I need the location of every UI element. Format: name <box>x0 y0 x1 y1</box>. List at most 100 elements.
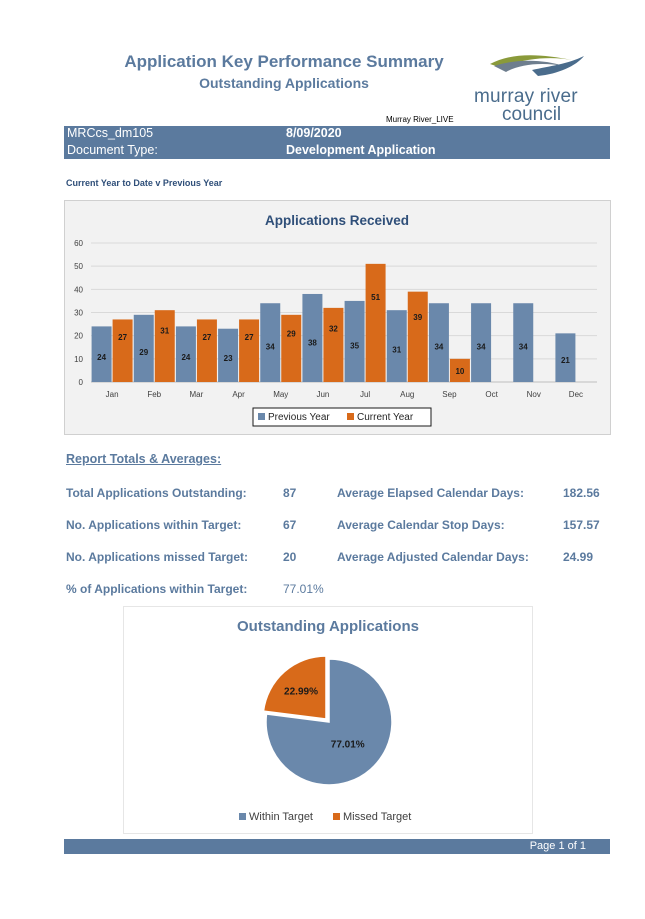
pie-slices <box>262 655 393 786</box>
stat-value: 77.01% <box>283 582 324 596</box>
bar-data-label: 34 <box>477 343 486 352</box>
bar-previous-year-sep <box>428 303 449 382</box>
x-tick-label: Apr <box>232 390 245 399</box>
pie-legend: Within Target Missed Target <box>239 811 411 823</box>
bar-data-label: 10 <box>455 367 464 376</box>
bar-current-year-mar <box>196 319 217 382</box>
bar-data-label: 27 <box>245 333 254 342</box>
y-tick-label: 10 <box>74 355 83 364</box>
chart-legend: Previous Year Current Year <box>252 407 432 427</box>
bar-current-year-feb <box>154 310 175 382</box>
legend-swatch <box>333 813 340 820</box>
stat-value: 157.57 <box>563 518 600 532</box>
bar-previous-year-may <box>260 303 281 382</box>
page-subtitle: Outstanding Applications <box>199 75 369 91</box>
bar-current-year-jan <box>112 319 133 382</box>
legend-swatch <box>347 413 354 420</box>
pie-data-label: 22.99% <box>284 687 318 698</box>
bar-data-label: 39 <box>413 313 422 322</box>
x-tick-label: Sep <box>442 390 457 399</box>
stat-label: % of Applications within Target: <box>66 582 248 596</box>
bar-data-label: 27 <box>202 333 211 342</box>
x-tick-label: Dec <box>569 390 583 399</box>
report-totals-heading: Report Totals & Averages: <box>66 452 222 466</box>
bar-data-label: 34 <box>434 343 443 352</box>
bar-chart-svg: Applications Received 0 10 20 30 40 50 60 24 27… <box>74 213 597 427</box>
logo-text-line2: council <box>502 104 562 125</box>
stat-label: Average Adjusted Calendar Days: <box>337 550 529 564</box>
y-tick-label: 40 <box>74 285 83 294</box>
bar-previous-year-jul <box>344 300 365 382</box>
y-tick-label: 20 <box>74 332 83 341</box>
x-tick-label: May <box>273 390 288 399</box>
x-tick-label: Jul <box>360 390 370 399</box>
bar-current-year-apr <box>239 319 260 382</box>
stat-value: 24.99 <box>563 550 594 564</box>
bar-data-label: 31 <box>160 326 169 335</box>
bar-data-label: 21 <box>561 356 570 365</box>
info-band: MRCcs_dm105 8/09/2020 Document Type: Dev… <box>64 126 610 159</box>
y-tick-label: 50 <box>74 262 83 271</box>
council-logo <box>472 48 602 128</box>
pie-labels: 77.01% 22.99% <box>284 687 365 751</box>
stat-label: Average Calendar Stop Days: <box>337 518 505 532</box>
bar-previous-year-oct <box>471 303 492 382</box>
stat-label: No. Applications missed Target: <box>66 550 249 564</box>
bar-current-year-aug <box>407 291 428 382</box>
bar-previous-year-jun <box>302 293 323 382</box>
pie-title: Outstanding Applications <box>237 618 419 635</box>
bar-data-label: 34 <box>519 343 528 352</box>
x-tick-label: Aug <box>400 390 414 399</box>
bar-data-label: 24 <box>97 353 106 362</box>
bar-previous-year-aug <box>386 310 407 382</box>
bar-previous-year-jan <box>91 326 112 382</box>
x-tick-label: Jun <box>316 390 329 399</box>
bar-data-label: 34 <box>266 343 275 352</box>
bar-current-year-sep <box>449 358 470 382</box>
doc-type-label: Document Type: <box>67 143 158 157</box>
bar-data-label: 24 <box>181 353 190 362</box>
applications-received-chart: Applications Received 0 10 20 30 40 50 60 24 27… <box>64 200 611 435</box>
footer-bar: Page 1 of 1 <box>64 839 610 854</box>
bar-previous-year-nov <box>513 303 534 382</box>
stat-value: 67 <box>283 518 297 532</box>
bar-data-label: 38 <box>308 338 317 347</box>
bar-current-year-may <box>281 314 302 382</box>
pie-chart-svg: Outstanding Applications 77.01% 22.99% Wi… <box>237 618 419 823</box>
bar-previous-year-apr <box>218 328 239 382</box>
y-tick-label: 30 <box>74 309 83 318</box>
x-tick-label: Jan <box>106 390 119 399</box>
page-title: Application Key Performance Summary <box>124 52 444 71</box>
stat-value: 20 <box>283 550 297 564</box>
bar-data-label: 29 <box>287 330 296 339</box>
x-axis-ticks: Jan Feb Mar Apr May Jun Jul Aug Sep Oct Nov Dec <box>106 390 583 399</box>
y-tick-label: 60 <box>74 239 83 248</box>
y-tick-label: 0 <box>79 378 84 387</box>
legend-swatch <box>239 813 246 820</box>
bar-previous-year-dec <box>555 333 576 382</box>
legend-label: Previous Year <box>268 412 330 423</box>
environment-label: Murray River_LIVE <box>386 115 454 124</box>
report-code: MRCcs_dm105 <box>67 126 154 140</box>
pie-slice-within-target <box>265 658 393 786</box>
stat-label: No. Applications within Target: <box>66 518 242 532</box>
stat-value: 182.56 <box>563 486 600 500</box>
x-tick-label: Nov <box>527 390 541 399</box>
legend-frame <box>252 407 432 427</box>
stat-value: 87 <box>283 486 297 500</box>
legend-label: Within Target <box>249 811 313 823</box>
x-tick-label: Mar <box>190 390 204 399</box>
period-label: Current Year to Date v Previous Year <box>66 178 223 188</box>
legend-label: Current Year <box>357 412 414 423</box>
bar-data-label: 23 <box>224 354 233 363</box>
legend-swatch <box>258 413 265 420</box>
x-tick-label: Oct <box>485 390 498 399</box>
chart-gridlines <box>91 242 597 383</box>
bar-data-label: 35 <box>350 342 359 351</box>
bar-data-label: 29 <box>139 348 148 357</box>
bar-previous-year-mar <box>175 326 196 382</box>
bar-current-year-jun <box>323 307 344 382</box>
stat-label: Total Applications Outstanding: <box>66 486 247 500</box>
outstanding-applications-chart: Outstanding Applications 77.01% 22.99% Wi… <box>123 606 533 834</box>
y-axis-ticks: 0 10 20 30 40 50 60 <box>74 239 83 387</box>
